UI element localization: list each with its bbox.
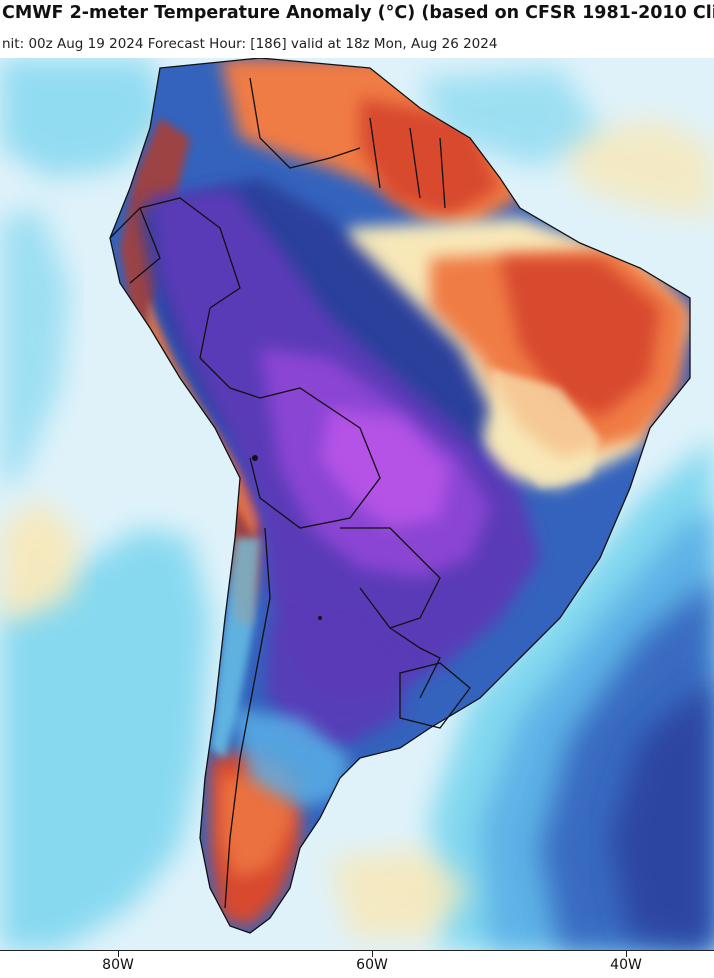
tick-label-80w: 80W <box>102 957 134 973</box>
lakes <box>252 455 322 620</box>
country-borders <box>109 58 691 934</box>
tick-40w <box>626 951 627 957</box>
lake-small-south <box>318 616 322 620</box>
border-colombia-peru <box>139 197 241 309</box>
southern-cone-indigo <box>265 618 410 748</box>
south-atlantic-cream <box>330 848 470 938</box>
pampas-light-blue <box>230 708 350 808</box>
atlantic-navy <box>610 678 714 950</box>
anomaly-map <box>0 58 714 950</box>
border-peru-brazil <box>199 307 261 399</box>
northeast-red-core <box>500 258 660 418</box>
patagonia-orange <box>220 768 295 878</box>
tick-label-60w: 60W <box>356 957 388 973</box>
pacific-west-cyan <box>0 208 70 488</box>
andes-cyan-strip <box>210 538 260 758</box>
longitude-axis: 80W 60W 40W <box>0 950 714 978</box>
coastal-cream-brazil <box>490 368 600 488</box>
tick-60w <box>372 951 373 957</box>
pacific-cream-patch <box>0 498 80 618</box>
border-ecuador <box>109 206 161 284</box>
map-header: CMWF 2-meter Temperature Anomaly (°C) (b… <box>0 0 714 58</box>
border-chile-argentina <box>224 527 271 909</box>
map-subtitle: nit: 00z Aug 19 2024 Forecast Hour: [186… <box>2 36 498 52</box>
border-paraguay <box>340 527 441 629</box>
pacific-cyan-band <box>0 528 210 950</box>
coastline <box>109 58 691 934</box>
tick-label-40w: 40W <box>610 957 642 973</box>
border-argentina-brazil <box>389 627 441 699</box>
border-guianas <box>369 117 446 209</box>
map-title: CMWF 2-meter Temperature Anomaly (°C) (b… <box>2 3 714 23</box>
tick-80w <box>118 951 119 957</box>
caribbean-cyan <box>0 58 170 178</box>
border-uruguay <box>399 662 471 729</box>
border-bolivia <box>249 387 381 529</box>
border-colombia-venezuela <box>249 77 361 169</box>
map-canvas <box>0 58 714 950</box>
north-atlantic-cream <box>560 118 714 218</box>
lake-titicaca <box>252 455 258 461</box>
interior-magenta-core <box>320 408 450 528</box>
